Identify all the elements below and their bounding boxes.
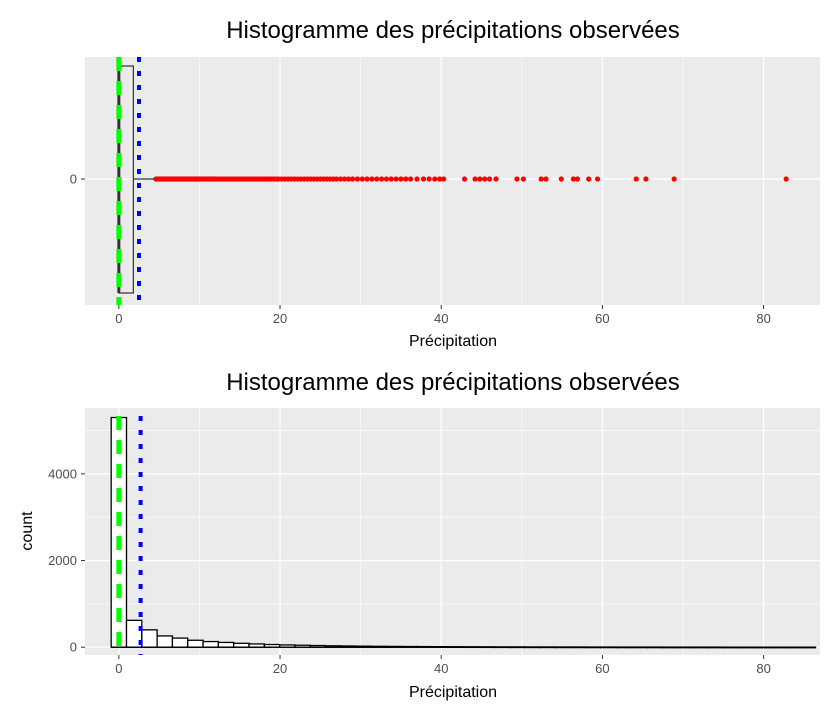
outlier-point — [388, 176, 394, 182]
boxplot-chart: Histogramme des précipitations observées… — [70, 17, 820, 350]
y-tick-label: 0 — [70, 172, 77, 187]
histogram-x-ticks: 0 20 40 60 80 — [115, 655, 771, 676]
outlier-point — [364, 176, 370, 182]
histogram-bar — [156, 635, 174, 648]
outlier-point — [461, 176, 468, 182]
y-tick-label: 0 — [70, 640, 77, 655]
outlier-point — [359, 176, 365, 182]
x-tick-label: 60 — [595, 311, 609, 326]
outlier-point — [574, 176, 581, 182]
x-tick-label: 20 — [273, 311, 287, 326]
x-tick-label: 40 — [434, 661, 448, 676]
x-tick-label: 0 — [115, 661, 122, 676]
boxplot-outliers — [153, 176, 789, 182]
histogram-bars — [110, 416, 817, 649]
histogram-bar — [217, 641, 235, 648]
histogram-bar — [202, 640, 220, 648]
outlier-point — [633, 176, 639, 182]
y-tick-label: 2000 — [48, 553, 77, 568]
outlier-point — [426, 176, 432, 182]
outlier-point — [594, 176, 601, 182]
outlier-point — [514, 176, 520, 182]
outlier-point — [783, 176, 789, 182]
histogram-panel — [85, 408, 820, 655]
x-tick-label: 80 — [756, 661, 770, 676]
outlier-point — [486, 176, 493, 182]
outlier-point — [354, 176, 361, 182]
histogram-bar — [187, 639, 204, 648]
outlier-point — [403, 176, 409, 182]
histogram-y-ticks: 0 2000 4000 — [48, 466, 85, 655]
outlier-point — [414, 176, 420, 182]
outlier-point — [369, 176, 375, 182]
boxplot-x-axis-title: Précipitation — [409, 333, 497, 350]
outlier-point — [378, 176, 385, 182]
outlier-point — [349, 176, 356, 182]
histogram-title: Histogramme des précipitations observées — [226, 369, 680, 396]
outlier-point — [407, 176, 414, 182]
histogram-y-axis-title: count — [19, 511, 36, 551]
outlier-point — [341, 176, 348, 182]
outlier-point — [671, 176, 677, 182]
outlier-point — [472, 176, 478, 182]
histogram-reference-lines — [116, 416, 143, 655]
outlier-point — [383, 176, 390, 182]
x-tick-label: 40 — [434, 311, 448, 326]
outlier-point — [398, 176, 404, 182]
outlier-point — [393, 176, 399, 182]
histogram-bar — [141, 629, 158, 648]
outlier-point — [482, 176, 488, 182]
outlier-point — [570, 176, 576, 182]
outlier-point — [333, 176, 340, 182]
boxplot-y-ticks: 0 — [70, 172, 85, 187]
boxplot-title: Histogramme des précipitations observées — [226, 17, 680, 44]
outlier-point — [374, 176, 380, 182]
x-tick-label: 80 — [756, 311, 770, 326]
outlier-point — [643, 176, 649, 182]
x-tick-label: 0 — [115, 311, 122, 326]
outlier-point — [432, 176, 438, 182]
histogram-chart: Histogramme des précipitations observées… — [19, 369, 820, 701]
outlier-point — [538, 176, 544, 182]
boxplot-x-ticks: 0 20 40 60 80 — [115, 305, 771, 326]
outlier-point — [441, 176, 447, 182]
outlier-point — [543, 176, 549, 182]
outlier-point — [558, 176, 564, 182]
histogram-bar — [171, 637, 189, 648]
outlier-point — [477, 176, 483, 182]
outlier-point — [520, 176, 527, 182]
outlier-point — [345, 176, 352, 182]
outlier-point — [420, 176, 427, 182]
y-tick-label: 4000 — [48, 466, 77, 481]
outlier-point — [337, 176, 344, 182]
outlier-point — [437, 176, 443, 182]
outlier-point — [586, 176, 592, 182]
outlier-point — [493, 176, 499, 182]
boxplot-reference-lines — [116, 57, 141, 305]
x-tick-label: 20 — [273, 661, 287, 676]
x-tick-label: 60 — [595, 661, 609, 676]
histogram-x-axis-title: Précipitation — [409, 684, 497, 701]
